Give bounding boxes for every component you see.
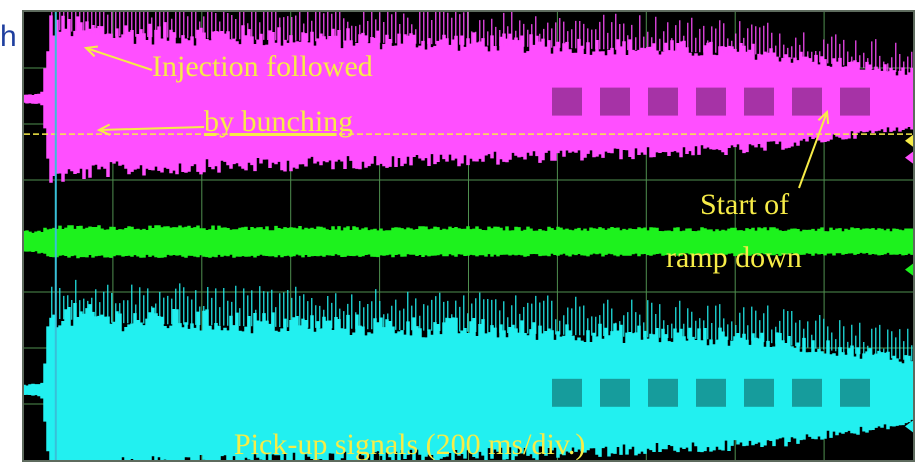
bunch-pattern-block (744, 87, 774, 116)
injection-arrow-bottom-shaft (98, 126, 205, 131)
injection-arrow-top-head (83, 45, 99, 58)
bunch-pattern-block (648, 378, 678, 407)
bunch-pattern-block (840, 87, 870, 116)
trace-spikes-channel_1 (51, 12, 913, 74)
bunch-pattern-block (792, 87, 822, 116)
bunch-pattern-block (552, 87, 582, 116)
annotation-injection-line2: by bunching (204, 105, 354, 138)
injection-arrow-top-shaft (85, 47, 153, 71)
bunch-pattern-block (840, 378, 870, 407)
channel-marker (905, 420, 913, 433)
bunch-pattern-block (792, 378, 822, 407)
oscilloscope-plot (24, 12, 913, 460)
ramp-down-arrow-head (817, 109, 830, 125)
cut-off-title-fragment: h (0, 20, 17, 53)
oscilloscope-display: Injection followed by bunching Start of … (22, 10, 915, 462)
channel-marker (905, 151, 913, 164)
bunch-pattern-block (744, 378, 774, 407)
bunch-pattern-block (648, 87, 678, 116)
bunch-pattern-block (552, 378, 582, 407)
bunch-pattern-block (696, 378, 726, 407)
annotation-ramp-line2: ramp down (666, 241, 802, 274)
ramp-down-arrow-shaft (798, 111, 828, 189)
trace-spikes-channel_3 (51, 279, 913, 361)
trace-channel_3 (24, 303, 913, 460)
annotation-ramp-line1: Start of (700, 188, 790, 221)
bunch-pattern-block (600, 378, 630, 407)
channel-marker (905, 134, 913, 147)
bunch-pattern-block (696, 87, 726, 116)
annotation-injection-line1: Injection followed (152, 50, 373, 83)
chart-caption: Pick-up signals (200 ms/div.) (234, 428, 586, 461)
injection-arrow-bottom-head (96, 123, 111, 136)
trace-channel_2 (24, 225, 913, 259)
bunch-pattern-block (600, 87, 630, 116)
channel-marker (905, 263, 913, 276)
trace-channel_1 (24, 15, 913, 183)
